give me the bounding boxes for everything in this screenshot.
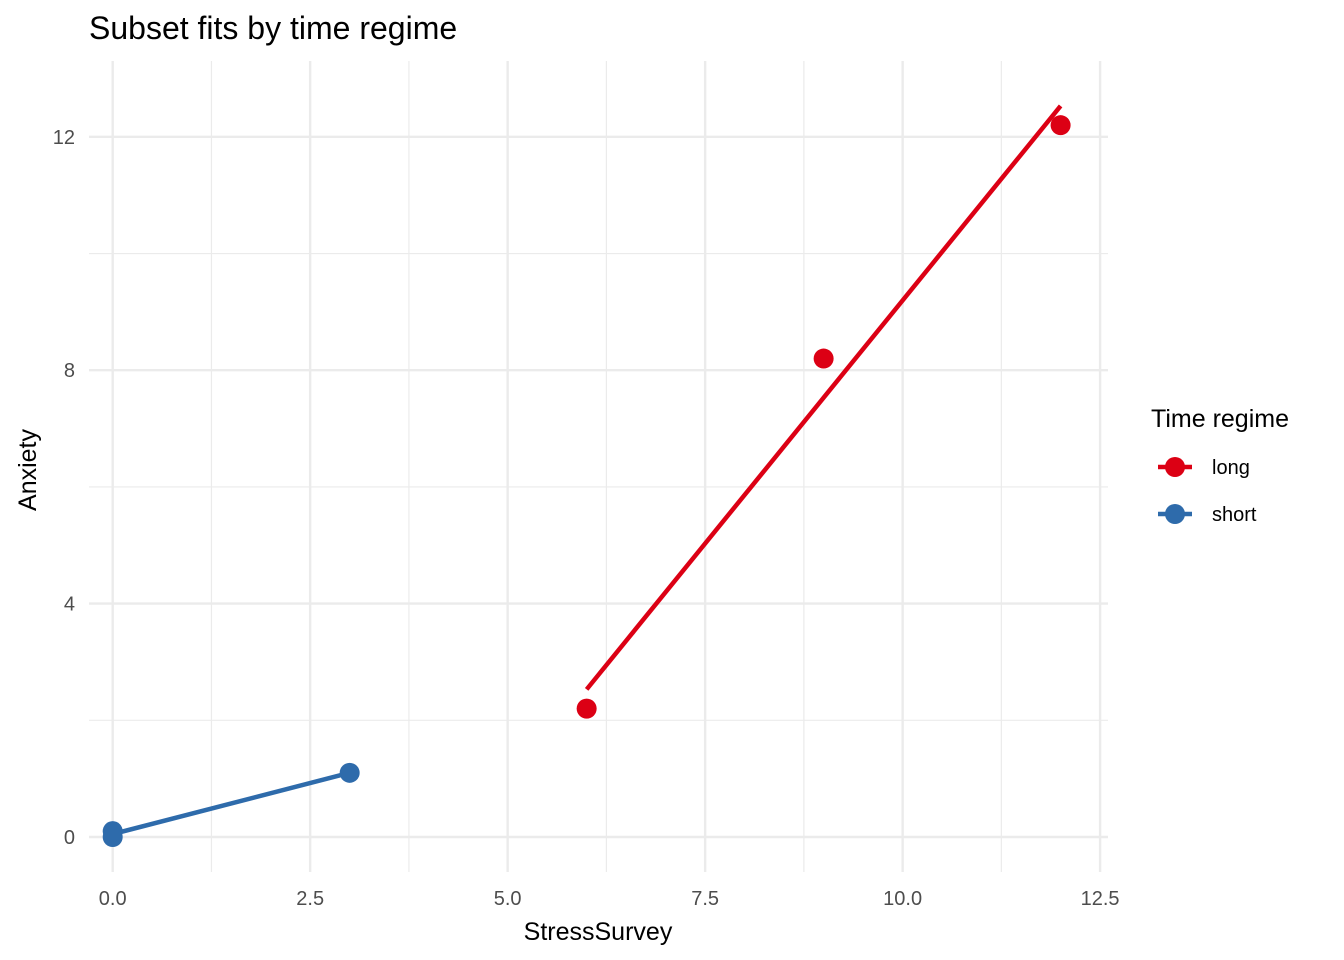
legend-items: long short bbox=[1158, 457, 1257, 526]
legend-label: long bbox=[1212, 457, 1250, 479]
x-tick-label: 0.0 bbox=[99, 888, 127, 910]
chart-title: Subset fits by time regime bbox=[89, 10, 457, 46]
legend-item-long: long bbox=[1158, 457, 1250, 479]
x-tick-label: 12.5 bbox=[1081, 888, 1120, 910]
data-point-short bbox=[102, 821, 123, 842]
fit-line-long bbox=[584, 104, 1063, 691]
legend-key-point bbox=[1165, 457, 1185, 477]
fit-lines bbox=[112, 104, 1063, 837]
data-point-long bbox=[813, 348, 834, 369]
legend: Time regime long short bbox=[1151, 405, 1289, 526]
y-axis-title: Anxiety bbox=[14, 429, 42, 511]
y-tick-label: 8 bbox=[64, 360, 75, 382]
data-points bbox=[102, 115, 1071, 847]
legend-title: Time regime bbox=[1151, 405, 1289, 433]
y-tick-label: 12 bbox=[53, 127, 75, 149]
legend-key-point bbox=[1165, 504, 1185, 524]
data-point-short bbox=[339, 762, 360, 783]
x-tick-label: 2.5 bbox=[296, 888, 324, 910]
x-tick-label: 10.0 bbox=[883, 888, 922, 910]
fit-line-short bbox=[112, 770, 351, 837]
y-tick-label: 0 bbox=[64, 827, 75, 849]
y-tick-label: 4 bbox=[64, 594, 75, 616]
x-axis-title: StressSurvey bbox=[524, 918, 673, 946]
x-tick-label: 7.5 bbox=[691, 888, 719, 910]
data-point-long bbox=[1050, 115, 1071, 136]
x-axis-ticks: 0.0 2.5 5.0 7.5 10.0 12.5 bbox=[99, 888, 1120, 910]
legend-label: short bbox=[1212, 504, 1257, 526]
y-axis-ticks: 0 4 8 12 bbox=[53, 127, 75, 849]
legend-item-short: short bbox=[1158, 504, 1257, 526]
grid bbox=[89, 61, 1108, 872]
data-point-long bbox=[576, 698, 597, 719]
x-tick-label: 5.0 bbox=[494, 888, 522, 910]
